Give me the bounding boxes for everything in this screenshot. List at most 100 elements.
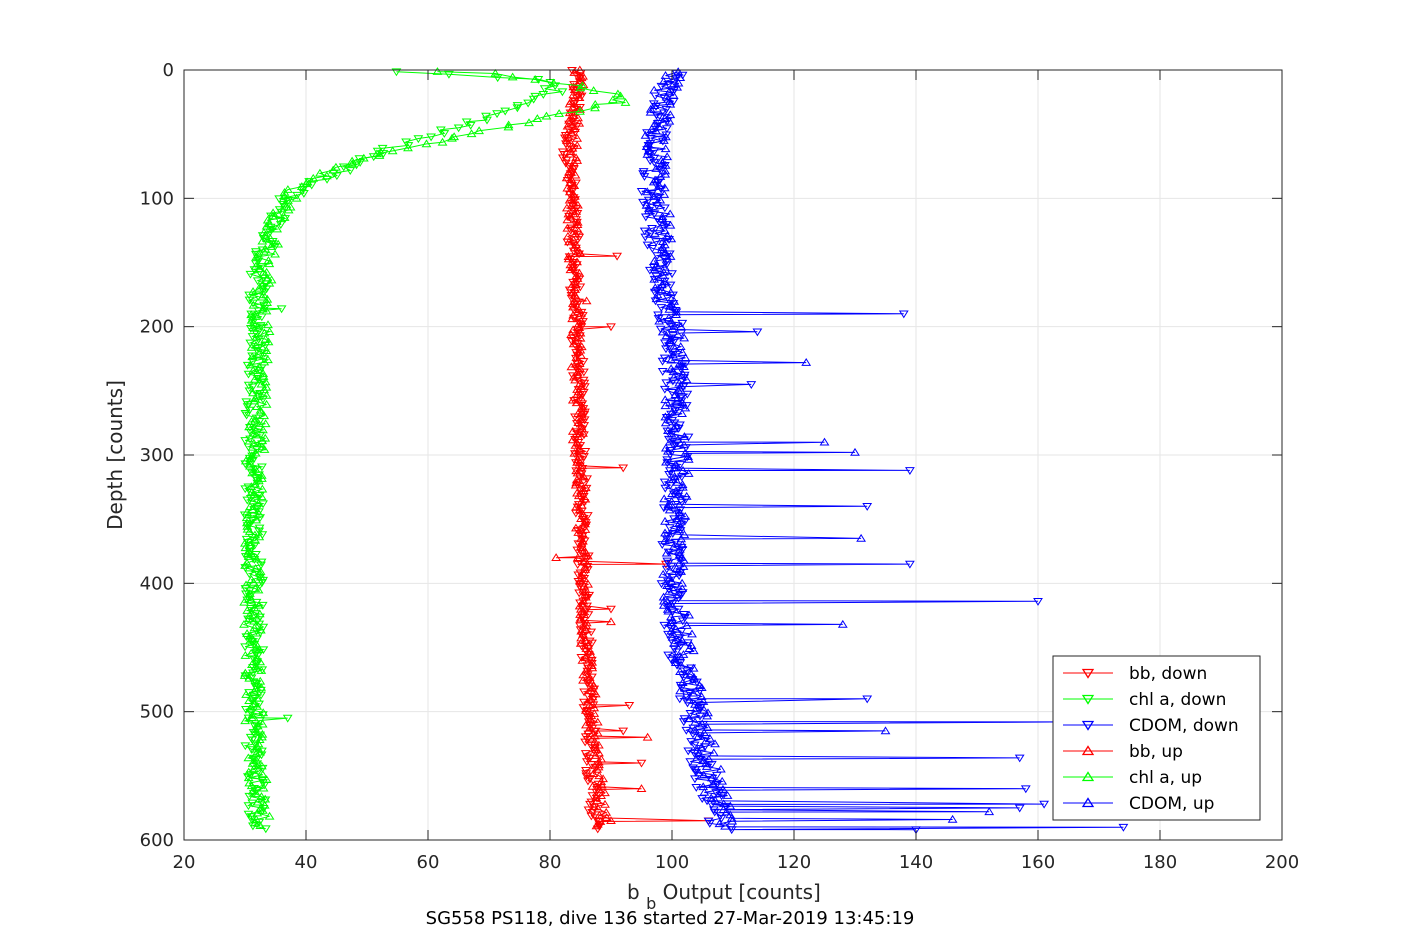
data-point xyxy=(576,350,586,359)
data-point xyxy=(579,581,590,590)
data-point xyxy=(568,235,579,244)
data-point xyxy=(252,701,263,710)
data-point xyxy=(577,655,588,664)
data-point xyxy=(566,138,576,147)
data-point xyxy=(662,581,672,590)
data-point xyxy=(649,85,660,94)
legend-entry[interactable]: bb, down xyxy=(1063,664,1207,684)
data-point xyxy=(683,454,694,463)
data-point xyxy=(654,180,665,189)
data-point xyxy=(283,195,293,204)
data-point xyxy=(721,807,732,816)
data-point xyxy=(680,403,691,412)
data-point xyxy=(256,792,267,801)
data-point xyxy=(674,558,685,567)
data-point xyxy=(850,447,860,456)
data-point xyxy=(566,127,577,136)
data-point xyxy=(248,669,258,678)
data-point xyxy=(563,254,574,263)
data-point xyxy=(660,516,670,525)
data-point xyxy=(573,409,583,418)
data-point xyxy=(567,299,578,307)
data-point xyxy=(580,636,591,645)
data-point xyxy=(246,342,257,351)
data-point xyxy=(667,407,678,416)
data-point xyxy=(579,698,589,707)
data-point xyxy=(258,783,269,792)
data-point xyxy=(680,353,691,362)
data-point xyxy=(437,137,448,146)
data-point xyxy=(256,492,267,501)
legend[interactable]: bb, down chl a, down CDOM, down bb, up chl a… xyxy=(1052,655,1261,821)
data-point xyxy=(672,477,683,486)
data-point xyxy=(674,695,685,704)
data-point xyxy=(600,799,610,808)
data-point xyxy=(1039,800,1050,809)
data-point xyxy=(572,457,582,466)
data-point xyxy=(253,476,264,485)
data-point xyxy=(250,740,261,749)
data-point xyxy=(247,710,258,719)
data-point xyxy=(664,437,675,446)
data-point xyxy=(403,143,413,152)
data-point xyxy=(251,330,262,339)
data-point xyxy=(541,111,552,120)
data-point xyxy=(576,486,587,495)
data-point xyxy=(677,540,688,549)
data-point xyxy=(575,542,586,551)
data-point xyxy=(568,102,578,111)
data-point xyxy=(579,562,590,571)
legend-entry[interactable]: chl a, down xyxy=(1063,690,1226,710)
data-point xyxy=(664,96,675,105)
data-point xyxy=(245,270,256,279)
data-point xyxy=(583,726,594,735)
legend-entry[interactable]: CDOM, down xyxy=(1063,716,1239,736)
data-point xyxy=(570,170,581,179)
data-point xyxy=(280,199,290,208)
data-point xyxy=(243,401,253,410)
data-point xyxy=(251,661,261,670)
data-point xyxy=(659,189,670,198)
data-point xyxy=(661,457,671,466)
data-point xyxy=(247,758,258,767)
data-point xyxy=(709,806,719,815)
data-point xyxy=(421,139,432,148)
data-point xyxy=(254,644,265,653)
data-point xyxy=(247,505,258,513)
data-point xyxy=(244,570,255,579)
data-point xyxy=(574,93,585,101)
data-point xyxy=(606,323,616,332)
data-point xyxy=(466,129,477,138)
data-point xyxy=(663,426,673,434)
data-point xyxy=(649,274,660,283)
data-point xyxy=(677,482,688,491)
data-point xyxy=(240,456,251,465)
data-point xyxy=(651,164,662,172)
data-point xyxy=(663,651,674,660)
data-point xyxy=(254,362,265,371)
legend-entry[interactable]: bb, up xyxy=(1063,742,1183,762)
data-point xyxy=(256,682,267,691)
data-point xyxy=(648,177,659,186)
data-point xyxy=(904,560,915,569)
data-point xyxy=(257,770,268,779)
data-point xyxy=(447,133,457,142)
data-point xyxy=(254,568,265,577)
data-point xyxy=(659,183,670,192)
data-point xyxy=(564,115,574,124)
data-point xyxy=(586,650,597,659)
data-point xyxy=(276,305,287,314)
data-point xyxy=(856,533,867,542)
data-point xyxy=(391,68,402,77)
legend-entry[interactable]: CDOM, up xyxy=(1063,794,1214,814)
data-point xyxy=(668,424,679,433)
data-point xyxy=(257,463,267,472)
data-point xyxy=(250,261,261,270)
data-point xyxy=(573,319,584,328)
data-point xyxy=(579,524,589,533)
data-point xyxy=(263,355,273,364)
legend-entry[interactable]: chl a, up xyxy=(1063,768,1202,788)
data-point xyxy=(582,753,593,762)
data-point xyxy=(674,634,685,643)
data-point xyxy=(574,444,585,452)
